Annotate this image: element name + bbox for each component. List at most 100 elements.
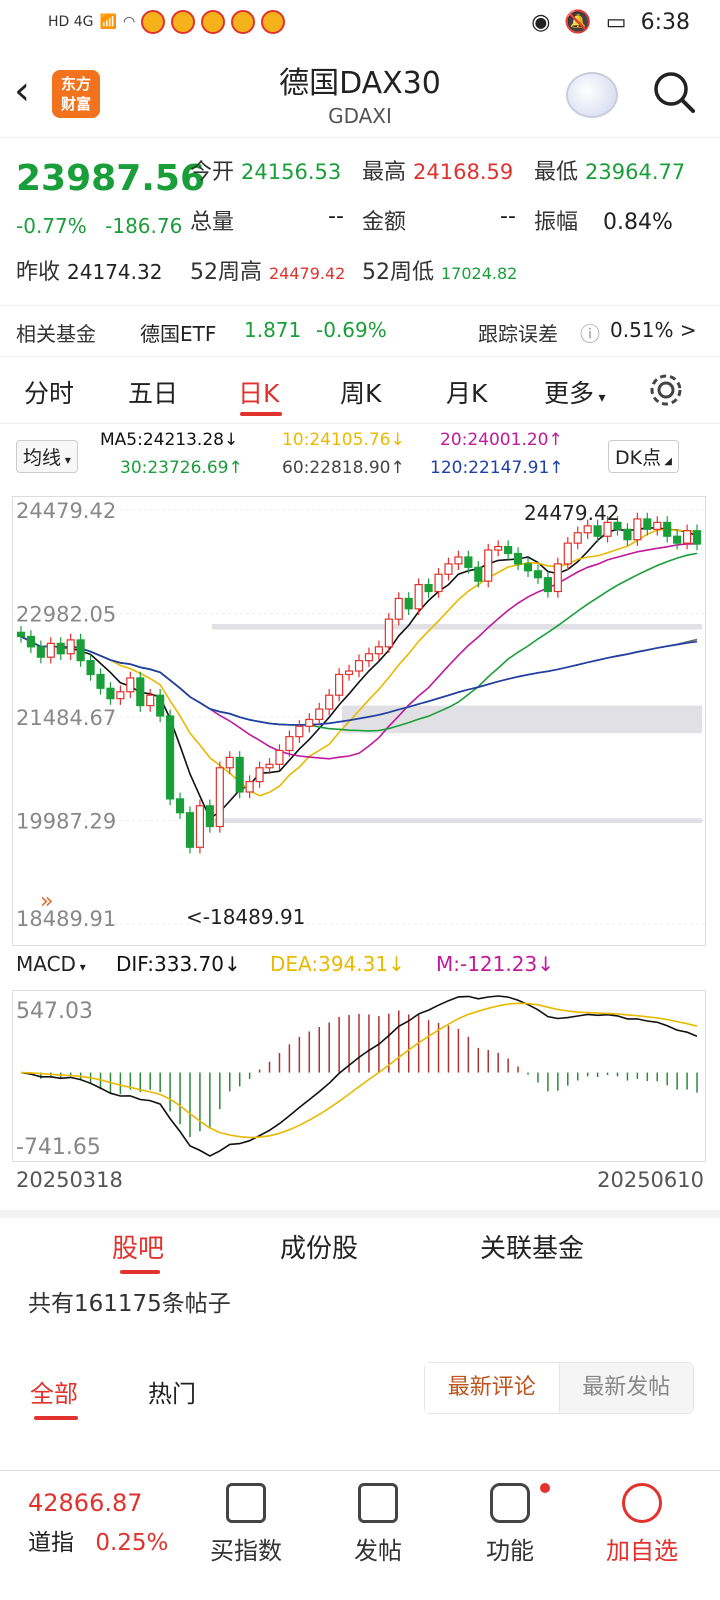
- macd-legend: MACD ▾ DIF:333.70↓ DEA:394.31↓ M:-121.23…: [0, 950, 720, 986]
- tracking-error-value[interactable]: 0.51% >: [610, 318, 697, 342]
- macd-max-label: 547.03: [16, 999, 93, 1024]
- help-icon[interactable]: ⓘ: [580, 322, 600, 346]
- app-logo[interactable]: 东方 财富: [52, 70, 100, 118]
- fund-name[interactable]: 德国ETF: [140, 322, 217, 346]
- dea-line: [20, 1002, 698, 1139]
- search-icon[interactable]: [652, 70, 696, 114]
- candle-body: [434, 573, 443, 593]
- fund-change: -0.69%: [316, 318, 387, 342]
- sort-latest-post[interactable]: 最新发帖: [559, 1363, 693, 1413]
- dif-line: [20, 995, 698, 1157]
- candle-body: [513, 552, 523, 565]
- candle-body: [255, 767, 264, 783]
- candle-body: [106, 687, 115, 700]
- tab-guba[interactable]: 股吧: [112, 1234, 165, 1264]
- macd-selector[interactable]: MACD ▾: [16, 952, 86, 976]
- signal-icon: 📶: [99, 14, 117, 30]
- section-tabs: 股吧 成份股 关联基金: [0, 1210, 720, 1276]
- change-value: -186.76: [105, 214, 183, 238]
- notification-dot: [540, 1483, 550, 1493]
- candle-body: [116, 691, 125, 700]
- macd-dif: DIF:333.70↓: [116, 952, 241, 976]
- macd-dea: DEA:394.31↓: [270, 952, 405, 976]
- tab-daily-k[interactable]: 日K: [238, 379, 280, 408]
- candle-body: [315, 708, 324, 720]
- ma10-line: [20, 528, 698, 797]
- candle-body: [414, 584, 423, 610]
- candlestick-chart[interactable]: 24479.42 22982.05 21484.67 19987.29 18489.91…: [12, 496, 706, 946]
- robot-assistant-icon[interactable]: [566, 72, 618, 118]
- price-zone: [342, 705, 702, 734]
- candle-body: [46, 642, 55, 658]
- macd-min-label: -741.65: [16, 1135, 101, 1160]
- prev-close-label: 昨收: [16, 260, 61, 285]
- candle-body: [175, 798, 185, 814]
- tab-hot[interactable]: 热门: [148, 1380, 196, 1408]
- date-end: 20250610: [597, 1168, 704, 1192]
- macd-chart[interactable]: 547.03 -741.65: [12, 990, 706, 1162]
- clock: 6:38: [640, 10, 690, 35]
- candle-body: [593, 525, 602, 537]
- tab-related-funds[interactable]: 关联基金: [480, 1234, 585, 1264]
- tab-more[interactable]: 更多 ▾: [544, 379, 606, 408]
- candle-body: [663, 521, 672, 537]
- quote-panel: 23987.56 今开 24156.53 最高 24168.59 最低 2396…: [0, 140, 720, 300]
- settings-gear-icon[interactable]: [648, 372, 684, 408]
- candle-body: [166, 715, 175, 800]
- candle-body: [394, 597, 403, 620]
- status-right: ◉ 🔕 ▭ 6:38: [531, 10, 690, 35]
- candle-body: [543, 577, 552, 593]
- amplitude-value: 0.84%: [603, 210, 673, 235]
- weibo-notification-icon: [231, 10, 256, 34]
- ma-legend: 均线 ▾ MA5:24213.28↓ 10:24105.76↓ 20:24001…: [0, 430, 720, 492]
- candle-body: [454, 556, 463, 565]
- back-icon[interactable]: ‹: [14, 68, 30, 114]
- candle-body: [96, 673, 105, 689]
- ma-selector[interactable]: 均线 ▾: [16, 440, 78, 473]
- wk52-high-label: 52周高: [190, 260, 262, 285]
- add-watchlist-button[interactable]: 加自选: [582, 1483, 702, 1566]
- y-tick-label: 19987.29: [16, 810, 116, 834]
- candle-body: [325, 694, 334, 710]
- bottom-bar: 42866.87 道指 0.25% 买指数 发帖 功能 加自选: [0, 1470, 720, 1600]
- candles: [16, 512, 702, 854]
- open-label: 今开: [190, 160, 235, 185]
- ma120-value: 120:22147.91↑: [430, 458, 564, 478]
- network-indicator: HD 4G: [48, 14, 94, 30]
- high-value: 24168.59: [413, 160, 514, 184]
- buy-index-button[interactable]: 买指数: [186, 1483, 306, 1566]
- candle-body: [215, 767, 224, 828]
- function-button[interactable]: 功能: [450, 1483, 570, 1566]
- price-zone: [212, 624, 702, 630]
- high-annotation: 24479.42: [524, 501, 619, 525]
- ma120-line: [20, 635, 698, 726]
- post-filter-tabs: 全部 热门: [0, 1360, 720, 1430]
- candle-body: [335, 673, 344, 696]
- candle-body: [494, 545, 503, 551]
- page-subtitle: GDAXI: [328, 104, 392, 128]
- expand-chevron-icon[interactable]: »: [40, 889, 53, 914]
- candle-body: [553, 563, 562, 593]
- post-button[interactable]: 发帖: [318, 1483, 438, 1566]
- tab-all[interactable]: 全部: [30, 1380, 78, 1408]
- dow-ticker[interactable]: 42866.87 道指 0.25%: [28, 1489, 168, 1557]
- candle-body: [245, 781, 254, 793]
- open-value: 24156.53: [241, 160, 342, 184]
- candle-body: [504, 545, 513, 555]
- tab-monthly-k[interactable]: 月K: [446, 379, 488, 408]
- candle-body: [623, 528, 632, 541]
- sort-latest-comment[interactable]: 最新评论: [425, 1363, 560, 1413]
- status-left: HD 4G 📶 ◠: [48, 10, 286, 34]
- post-count: 共有161175条帖子: [28, 1291, 231, 1317]
- tab-constituents[interactable]: 成份股: [280, 1234, 359, 1264]
- tab-intraday[interactable]: 分时: [24, 379, 75, 408]
- volume-label: 总量: [190, 210, 235, 235]
- candle-body: [275, 749, 284, 765]
- candle-body: [36, 646, 45, 658]
- candle-body: [374, 646, 383, 655]
- tab-five-day[interactable]: 五日: [128, 379, 179, 408]
- wifi-icon: ◠: [122, 14, 136, 30]
- dk-point-button[interactable]: DK点 ◢: [608, 440, 679, 473]
- related-fund-row[interactable]: 相关基金 德国ETF 1.871 -0.69% 跟踪误差 ⓘ 0.51% >: [0, 305, 720, 357]
- tab-weekly-k[interactable]: 周K: [340, 379, 382, 408]
